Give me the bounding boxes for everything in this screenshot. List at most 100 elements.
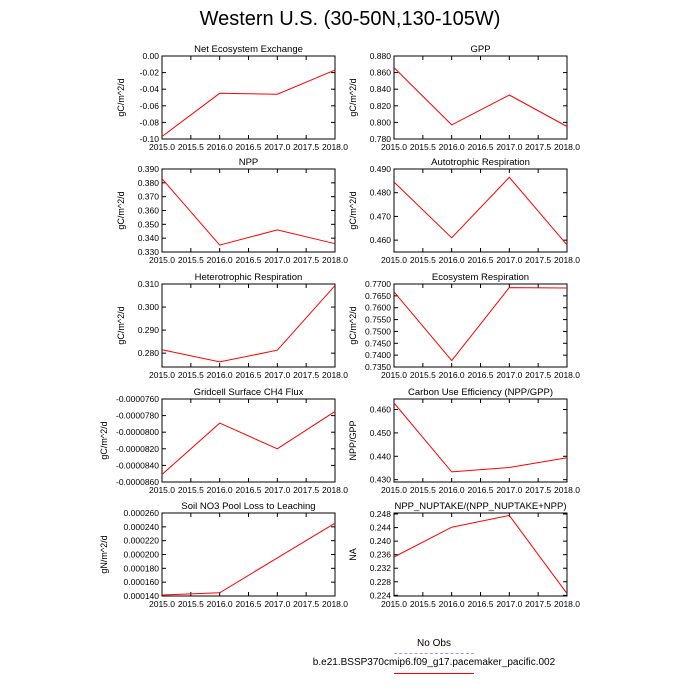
series-line-2 <box>161 178 336 246</box>
y-tick-label-2-4: 0.370 <box>138 192 160 202</box>
y-tick-label-1-0: 0.780 <box>370 134 392 144</box>
x-tick-label-0-5: 2017.5 <box>293 142 319 152</box>
x-tick-label-4-1: 2015.5 <box>178 370 204 380</box>
x-tick-label-7-2: 2016.0 <box>439 485 465 495</box>
legend-model-line <box>394 673 474 674</box>
y-axis-label-1: gC/m^2/d <box>348 78 358 116</box>
y-tick-label-5-2: 0.7450 <box>365 338 391 348</box>
x-tick-label-6-4: 2017.0 <box>264 485 290 495</box>
x-tick-label-9-2: 2016.0 <box>439 599 465 609</box>
x-tick-label-7-0: 2015.0 <box>381 485 407 495</box>
x-tick-label-0-4: 2017.0 <box>264 142 290 152</box>
x-tick-label-2-3: 2016.5 <box>236 255 262 265</box>
y-axis-label-8: gN/m^2/d <box>99 535 109 573</box>
panel-title-2: NPP <box>239 157 259 168</box>
y-tick-label-3-1: 0.470 <box>370 211 392 221</box>
x-tick-label-9-6: 2018.0 <box>554 599 580 609</box>
y-tick-label-8-0: 0.000140 <box>124 591 160 601</box>
y-tick-label-0-4: -0.02 <box>140 68 160 78</box>
y-tick-label-6-4: -0.0000780 <box>116 411 159 421</box>
y-tick-label-0-2: -0.06 <box>140 101 160 111</box>
panel-title-5: Ecosystem Respiration <box>432 272 529 283</box>
x-tick-label-0-0: 2015.0 <box>149 142 175 152</box>
y-tick-label-0-0: -0.10 <box>140 134 160 144</box>
y-axis-label-4: gC/m^2/d <box>116 306 126 344</box>
x-tick-label-3-6: 2018.0 <box>554 255 580 265</box>
x-tick-label-3-1: 2015.5 <box>410 255 436 265</box>
x-tick-label-9-4: 2017.0 <box>496 599 522 609</box>
y-tick-label-2-0: 0.330 <box>138 247 160 257</box>
x-tick-label-8-5: 2017.5 <box>293 599 319 609</box>
x-tick-label-8-2: 2016.0 <box>207 599 233 609</box>
x-tick-label-2-2: 2016.0 <box>207 255 233 265</box>
x-tick-label-5-3: 2016.5 <box>468 370 494 380</box>
y-tick-label-3-3: 0.490 <box>370 164 392 174</box>
x-tick-label-2-1: 2015.5 <box>178 255 204 265</box>
x-tick-label-3-4: 2017.0 <box>496 255 522 265</box>
y-tick-label-6-3: -0.0000800 <box>116 427 159 437</box>
x-tick-label-1-2: 2016.0 <box>439 142 465 152</box>
y-tick-label-9-6: 0.248 <box>370 509 392 519</box>
y-tick-label-1-2: 0.820 <box>370 101 392 111</box>
y-tick-label-8-4: 0.000220 <box>124 536 160 546</box>
plot-frame-0 <box>161 55 336 140</box>
x-tick-label-0-1: 2015.5 <box>178 142 204 152</box>
series-line-4 <box>161 285 336 363</box>
x-tick-label-7-6: 2018.0 <box>554 485 580 495</box>
x-tick-label-6-0: 2015.0 <box>149 485 175 495</box>
y-tick-label-8-1: 0.000160 <box>124 577 160 587</box>
x-tick-label-2-5: 2017.5 <box>293 255 319 265</box>
y-axis-label-0: gC/m^2/d <box>116 78 126 116</box>
y-axis-label-7: NPP/GPP <box>348 420 358 460</box>
y-tick-label-5-4: 0.7550 <box>365 315 391 325</box>
x-tick-label-9-5: 2017.5 <box>525 599 551 609</box>
plot-frame-6 <box>161 398 336 483</box>
y-tick-label-1-4: 0.860 <box>370 68 392 78</box>
x-tick-label-6-1: 2015.5 <box>178 485 204 495</box>
y-tick-label-6-1: -0.0000840 <box>116 460 159 470</box>
y-tick-label-2-6: 0.390 <box>138 164 160 174</box>
y-tick-label-5-7: 0.7700 <box>365 279 391 289</box>
y-tick-label-9-3: 0.236 <box>370 550 392 560</box>
y-tick-label-1-1: 0.800 <box>370 117 392 127</box>
y-tick-label-9-4: 0.240 <box>370 536 392 546</box>
x-tick-label-7-5: 2017.5 <box>525 485 551 495</box>
x-tick-label-7-3: 2016.5 <box>468 485 494 495</box>
y-tick-label-4-2: 0.300 <box>138 302 160 312</box>
y-tick-label-7-2: 0.450 <box>370 428 392 438</box>
legend-obs-label: No Obs <box>417 638 451 649</box>
y-tick-label-4-0: 0.280 <box>138 348 160 358</box>
plot-frame-5 <box>393 283 568 368</box>
plot-frame-9 <box>393 512 568 597</box>
y-tick-label-6-5: -0.0000760 <box>116 394 159 404</box>
y-axis-label-5: gC/m^2/d <box>348 306 358 344</box>
panel-title-9: NPP_NUPTAKE/(NPP_NUPTAKE+NPP) <box>394 501 566 512</box>
x-tick-label-1-5: 2017.5 <box>525 142 551 152</box>
x-tick-label-3-0: 2015.0 <box>381 255 407 265</box>
x-tick-label-2-4: 2017.0 <box>264 255 290 265</box>
x-tick-label-7-1: 2015.5 <box>410 485 436 495</box>
y-tick-label-5-1: 0.7400 <box>365 350 391 360</box>
x-tick-label-5-4: 2017.0 <box>496 370 522 380</box>
x-tick-label-3-2: 2016.0 <box>439 255 465 265</box>
x-tick-label-5-2: 2016.0 <box>439 370 465 380</box>
plot-frame-4 <box>161 283 336 368</box>
y-tick-label-5-5: 0.7600 <box>365 303 391 313</box>
y-tick-label-7-3: 0.460 <box>370 405 392 415</box>
y-tick-label-1-3: 0.840 <box>370 84 392 94</box>
y-tick-label-8-6: 0.000260 <box>124 508 160 518</box>
y-tick-label-5-6: 0.7650 <box>365 291 391 301</box>
x-tick-label-8-0: 2015.0 <box>149 599 175 609</box>
x-tick-label-1-1: 2015.5 <box>410 142 436 152</box>
x-tick-label-8-4: 2017.0 <box>264 599 290 609</box>
y-axis-label-6: gC/m^2/d <box>99 421 109 459</box>
x-tick-label-8-3: 2016.5 <box>236 599 262 609</box>
y-tick-label-9-0: 0.224 <box>370 590 392 600</box>
panel-title-1: GPP <box>470 44 490 55</box>
series-line-5 <box>393 287 568 362</box>
series-line-1 <box>393 67 568 127</box>
x-tick-label-6-5: 2017.5 <box>293 485 319 495</box>
x-tick-label-8-6: 2018.0 <box>322 599 348 609</box>
series-line-7 <box>393 402 568 473</box>
x-tick-label-6-3: 2016.5 <box>236 485 262 495</box>
